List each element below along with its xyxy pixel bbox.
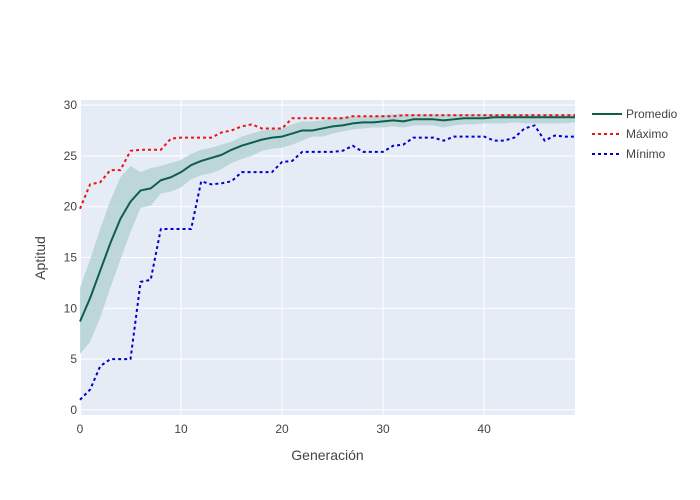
legend-label-promedio: Promedio: [626, 107, 678, 121]
x-axis-title: Generación: [291, 447, 363, 463]
y-tick-label: 30: [64, 98, 78, 112]
x-tick-label: 30: [376, 422, 390, 436]
x-tick-label: 40: [477, 422, 491, 436]
promedio-line: [79, 116, 575, 322]
series-lines: [79, 114, 575, 401]
y-tick-label: 20: [64, 200, 78, 214]
y-tick-label: 5: [70, 352, 77, 366]
legend: Promedio Máximo Mínimo: [592, 107, 678, 161]
x-tick-label: 20: [275, 422, 289, 436]
promedio-range-band: [80, 114, 575, 355]
y-tick-label: 15: [64, 251, 78, 265]
legend-label-maximo: Máximo: [626, 127, 668, 141]
x-tick-label: 0: [77, 422, 84, 436]
axis-ticks: 0 10 20 30 40 0 5 10 15 20 25 30: [64, 98, 491, 436]
x-tick-label: 10: [174, 422, 188, 436]
y-tick-label: 25: [64, 149, 78, 163]
legend-label-minimo: Mínimo: [626, 147, 666, 161]
y-tick-label: 0: [70, 403, 77, 417]
y-tick-label: 10: [64, 301, 78, 315]
y-axis-title: Aptitud: [32, 236, 48, 280]
